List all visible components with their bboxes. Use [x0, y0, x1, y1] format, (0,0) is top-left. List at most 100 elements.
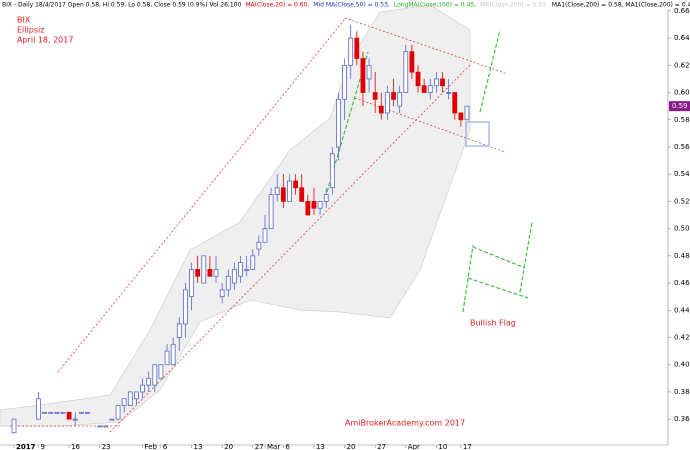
- candle-body: [274, 187, 280, 196]
- candle-body: [385, 92, 390, 114]
- candle-body: [42, 411, 48, 414]
- example-flag-bottom: [467, 277, 529, 299]
- x-tick-label: 16: [71, 443, 80, 450]
- annotation: Bullish Flag: [470, 319, 516, 328]
- price-tag: 0.59: [672, 102, 688, 110]
- candle-body: [250, 255, 256, 270]
- x-tick-label: 6: [163, 443, 168, 450]
- candle-body: [268, 194, 274, 230]
- y-tick-label: 0.48: [674, 252, 690, 260]
- y-tick-label: 0.36: [674, 415, 690, 423]
- candle-body: [195, 269, 201, 277]
- x-tick-label: 20: [224, 443, 233, 450]
- x-tick-label: 13: [194, 443, 203, 450]
- candle-body: [146, 377, 152, 386]
- candle-body: [378, 105, 384, 114]
- x-tick-label: 20: [347, 443, 356, 450]
- chart-subtitle: Ellipsiz: [17, 26, 44, 35]
- candle-body: [427, 85, 433, 93]
- candle-body: [458, 112, 464, 121]
- candle-body: [360, 58, 366, 93]
- candle-body: [464, 105, 470, 121]
- x-tick-label: Apr: [408, 443, 420, 450]
- y-tick-label: 0.52: [674, 197, 690, 205]
- x-tick-label: 27: [255, 443, 264, 450]
- candle-body: [280, 187, 286, 202]
- candle-body: [287, 180, 292, 202]
- y-tick-label: 0.40: [674, 361, 690, 369]
- candle-body: [336, 98, 341, 148]
- candle-body: [219, 289, 225, 298]
- candle-body: [140, 384, 145, 393]
- candle-body: [183, 289, 188, 325]
- candle-body: [409, 51, 415, 73]
- candle-body: [127, 391, 133, 406]
- candle-body: [48, 411, 54, 414]
- y-tick-label: 0.58: [674, 116, 690, 124]
- candle-body: [372, 92, 378, 100]
- x-tick-label: 13: [316, 443, 325, 450]
- x-tick-label: 23: [102, 443, 111, 450]
- x-tick-label: 2017: [16, 443, 36, 450]
- header-text: MA(Close,200) = 0.63,: [480, 2, 548, 9]
- candle-body: [207, 269, 213, 277]
- candle-body: [109, 418, 115, 421]
- candle-body: [97, 425, 103, 428]
- candle-body: [72, 418, 78, 421]
- candle-body: [78, 411, 84, 414]
- candle-body: [391, 92, 396, 100]
- header-text: MA1(Close,200) = 0.58, MA1(Close,200) = …: [552, 2, 690, 9]
- x-tick-label: 27: [377, 443, 386, 450]
- y-tick-label: 0.50: [674, 225, 690, 233]
- price-tag-bg: [669, 101, 690, 112]
- flag-bottom: [354, 97, 506, 153]
- lower-channel: [109, 64, 471, 433]
- x-tick-label: 17: [463, 443, 472, 450]
- candle-body: [311, 201, 317, 209]
- candle-body: [201, 255, 207, 284]
- candle-body: [415, 71, 421, 87]
- candle-body: [421, 85, 427, 93]
- header-text: LongMA(Close,100) = 0.45,: [394, 2, 476, 9]
- candle-body: [323, 194, 329, 202]
- header-text: MA(Close,20) = 0.60,: [245, 2, 309, 9]
- candle-body: [134, 391, 139, 400]
- candle-body: [189, 269, 194, 298]
- y-tick-label: 0.54: [674, 170, 690, 178]
- candle-body: [152, 364, 158, 386]
- x-tick-label: 9: [40, 443, 44, 450]
- candle-body: [60, 411, 66, 414]
- y-tick-label: 0.66: [674, 7, 690, 15]
- candle-body: [403, 51, 409, 93]
- y-tick-label: 0.56: [674, 143, 690, 151]
- candle-body: [433, 78, 439, 87]
- header-text: BIX - Daily 18/4/2017 Open 0.58, Hi 0.59…: [2, 2, 242, 9]
- x-tick-label: 6: [285, 443, 290, 450]
- y-tick-label: 0.46: [674, 279, 690, 287]
- candle-body: [115, 405, 121, 420]
- candle-body: [176, 323, 182, 338]
- y-tick-label: 0.44: [674, 306, 690, 314]
- candle-body: [299, 187, 305, 202]
- candle-body: [348, 37, 354, 66]
- candle-body: [213, 269, 219, 277]
- x-tick-label: 10: [438, 443, 447, 450]
- y-tick-label: 0.38: [674, 388, 690, 396]
- candle-body: [262, 228, 268, 243]
- candle-body: [256, 241, 262, 250]
- example-flag-top: [472, 246, 526, 269]
- trend-lines: [10, 17, 506, 433]
- candle-body: [36, 398, 41, 420]
- candle-body: [440, 78, 445, 87]
- x-tick-label: Mar: [267, 443, 280, 450]
- candle-body: [329, 153, 335, 189]
- y-tick-label: 0.60: [674, 89, 690, 97]
- candle-body: [225, 275, 231, 291]
- candle-body: [121, 398, 127, 406]
- chart-title: BIX: [17, 16, 31, 25]
- candle-body: [354, 37, 360, 59]
- candle-body: [85, 411, 90, 414]
- candle-body: [231, 269, 237, 284]
- candle-body: [305, 201, 311, 216]
